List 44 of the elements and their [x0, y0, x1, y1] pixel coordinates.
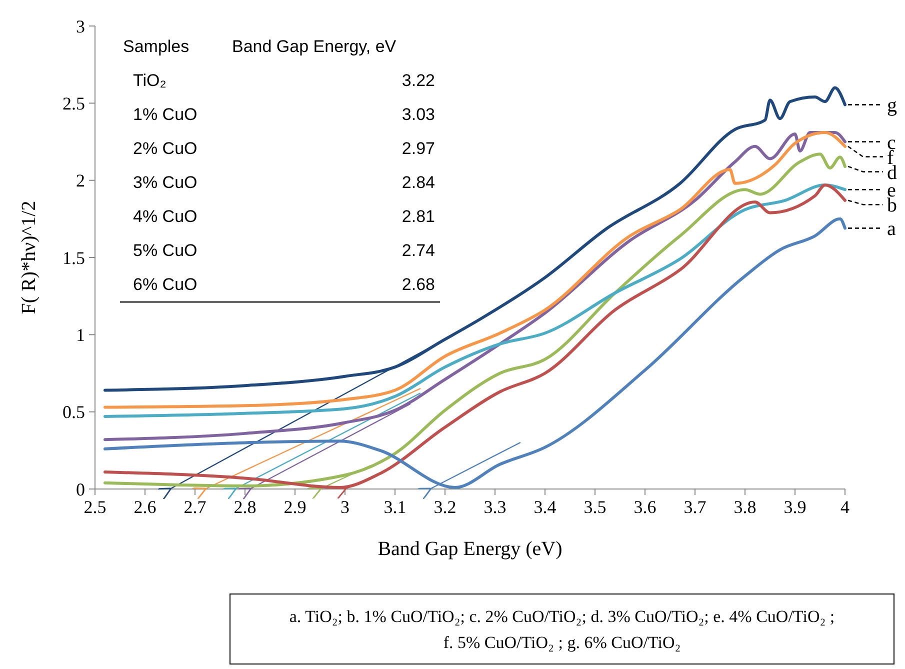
x-tick-label: 3.4: [534, 497, 556, 517]
annotation: 1% CuO: [133, 105, 198, 124]
text: g: [887, 94, 897, 117]
annotation: 2.81: [402, 207, 435, 226]
y-tick-label: 1.5: [62, 248, 85, 268]
x-tick-label: 2.8: [234, 497, 256, 517]
annotation: 3.03: [402, 105, 435, 124]
text: a: [887, 218, 896, 240]
x-tick-label: 3.5: [584, 497, 606, 517]
annotation: 2.74: [402, 241, 435, 260]
x-tick-label: 2.6: [134, 497, 156, 517]
annotation: Band Gap Energy, eV: [232, 37, 397, 56]
y-tick-label: 0.5: [62, 402, 85, 422]
annotation: TiO₂: [133, 71, 166, 90]
annotation: 2.84: [402, 173, 435, 192]
y-axis-title: F( R)*hν)^1/2: [18, 200, 40, 314]
x-tick-label: 3.3: [484, 497, 506, 517]
x-tick-label: 3.6: [634, 497, 656, 517]
x-tick-label: 2.7: [184, 497, 206, 517]
annotation: 3.22: [402, 71, 435, 90]
x-tick-label: 3: [340, 497, 350, 517]
annotation: 2.97: [402, 139, 435, 158]
y-tick-label: 1: [76, 324, 85, 345]
text: f. 5% CuO/TiO₂ ; g. 6% CuO/TiO₂: [443, 633, 681, 652]
x-tick-label: 3.2: [434, 497, 456, 517]
annotation: 4% CuO: [133, 207, 198, 226]
y-tick-label: 2: [76, 170, 85, 191]
x-tick-label: 2.9: [284, 497, 306, 517]
x-tick-label: 3.8: [734, 497, 756, 517]
x-axis-title: Band Gap Energy (eV): [378, 538, 562, 560]
annotation: Samples: [123, 37, 190, 56]
annotation: 3% CuO: [133, 173, 198, 192]
annotation: 5% CuO: [133, 241, 198, 260]
annotation: 6% CuO: [133, 275, 198, 294]
x-tick-label: 3.9: [784, 497, 806, 517]
annotation: 2% CuO: [133, 139, 198, 158]
x-tick-label: 3.7: [684, 497, 706, 517]
y-tick-label: 3: [76, 16, 85, 36]
y-tick-label: 2.5: [62, 93, 85, 114]
x-tick-label: 3.1: [384, 497, 406, 517]
text: a. TiO₂; b. 1% CuO/TiO₂; c. 2% CuO/TiO₂; d. 3% CuO/TiO₂; e. 4% CuO/TiO₂ ;: [289, 607, 835, 626]
y-tick-label: 0: [76, 479, 85, 500]
x-tick-label: 4: [840, 497, 850, 517]
annotation: 2.68: [402, 275, 435, 294]
